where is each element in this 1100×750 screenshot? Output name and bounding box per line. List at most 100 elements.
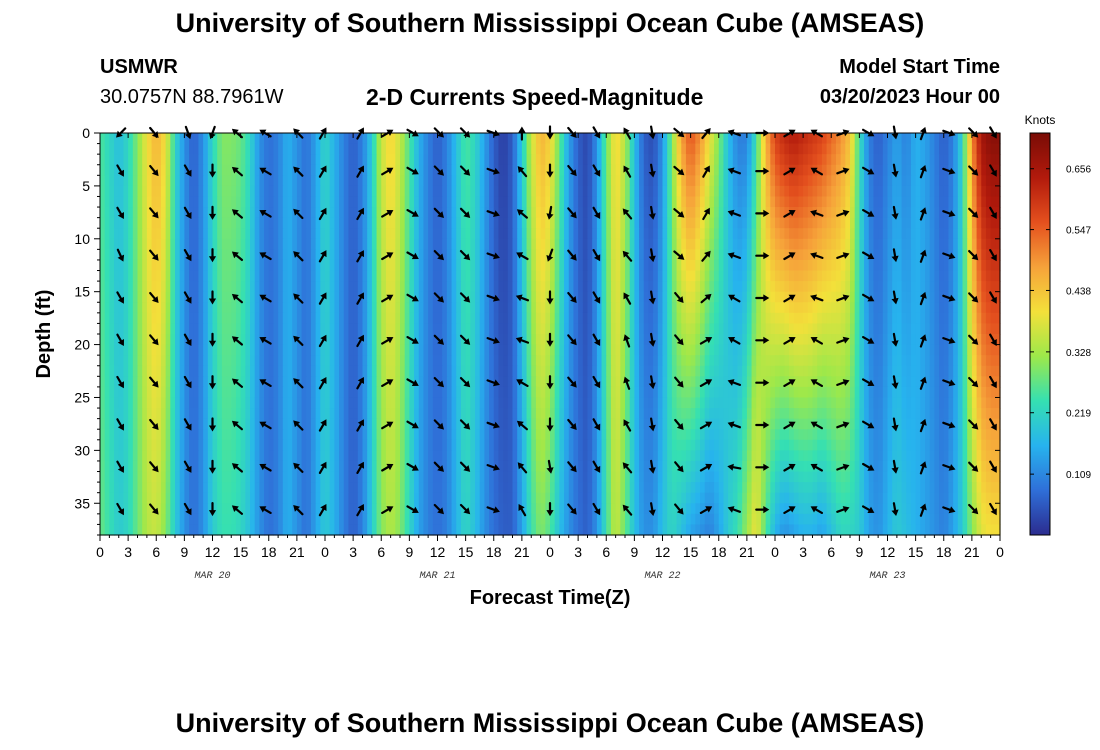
heatmap-cell	[859, 175, 865, 187]
heatmap-cell	[967, 291, 973, 303]
heatmap-cell	[915, 196, 921, 208]
heatmap-cell	[146, 196, 153, 208]
heatmap-cell	[170, 228, 176, 240]
heatmap-cell	[981, 302, 987, 314]
heatmap-cell	[250, 217, 256, 229]
heatmap-cell	[929, 133, 935, 145]
heatmap-cell	[714, 175, 720, 187]
heatmap-cell	[146, 143, 153, 155]
heatmap-cell	[385, 312, 392, 325]
heatmap-cell	[873, 185, 879, 198]
heatmap-cell	[784, 164, 790, 176]
heatmap-cell	[521, 281, 528, 293]
heatmap-cell	[357, 228, 364, 240]
heatmap-cell	[620, 386, 626, 399]
heatmap-cell	[268, 281, 275, 293]
heatmap-cell	[559, 323, 565, 335]
heatmap-cell	[671, 259, 678, 272]
heatmap-cell	[592, 259, 598, 272]
heatmap-cell	[990, 196, 996, 208]
heatmap-cell	[943, 259, 950, 272]
heatmap-cell	[268, 217, 275, 229]
heatmap-cell	[428, 376, 434, 388]
heatmap-cell	[582, 281, 589, 293]
heatmap-cell	[320, 386, 326, 399]
heatmap-cell	[531, 154, 537, 166]
heatmap-cell	[573, 312, 579, 325]
heatmap-cell	[156, 196, 162, 208]
heatmap-cell	[657, 376, 664, 388]
heatmap-cell	[423, 217, 429, 229]
heatmap-cell	[310, 259, 317, 272]
heatmap-cell	[240, 312, 246, 325]
heatmap-cell	[939, 312, 945, 325]
heatmap-cell	[854, 302, 860, 314]
heatmap-cell	[873, 312, 879, 325]
heatmap-cell	[189, 312, 195, 325]
heatmap-cell	[620, 154, 626, 166]
heatmap-cell	[620, 217, 626, 229]
heatmap-cell	[957, 259, 964, 272]
heatmap-cell	[807, 238, 814, 250]
heatmap-cell	[400, 228, 406, 240]
heatmap-cell	[540, 397, 546, 409]
heatmap-cell	[287, 196, 293, 208]
heatmap-cell	[339, 217, 345, 229]
heatmap-cell	[278, 312, 284, 325]
heatmap-cell	[118, 302, 125, 314]
heatmap-cell	[854, 196, 860, 208]
heatmap-cell	[564, 270, 570, 282]
heatmap-cell	[175, 133, 181, 145]
heatmap-cell	[334, 164, 340, 176]
heatmap-cell	[854, 397, 860, 409]
heatmap-cell	[451, 302, 457, 314]
heatmap-cell	[100, 196, 106, 208]
heatmap-cell	[306, 397, 312, 409]
heatmap-cell	[460, 154, 467, 166]
heatmap-cell	[240, 164, 246, 176]
heatmap-cell	[498, 312, 504, 325]
heatmap-cell	[156, 355, 162, 367]
heatmap-cell	[784, 270, 790, 282]
heatmap-cell	[189, 291, 195, 303]
heatmap-cell	[798, 397, 804, 409]
heatmap-cell	[357, 365, 364, 377]
heatmap-cell	[901, 344, 907, 356]
heatmap-cell	[676, 217, 682, 229]
heatmap-cell	[437, 355, 443, 367]
heatmap-cell	[217, 302, 223, 314]
heatmap-cell	[718, 365, 725, 377]
heatmap-cell	[507, 175, 514, 187]
heatmap-cell	[639, 217, 645, 229]
heatmap-cell	[179, 355, 185, 367]
heatmap-cell	[479, 154, 485, 166]
heatmap-cell	[170, 154, 176, 166]
heatmap-cell	[892, 281, 898, 293]
heatmap-cell	[864, 196, 870, 208]
heatmap-cell	[620, 196, 626, 208]
heatmap-cell	[892, 302, 898, 314]
heatmap-cell	[400, 249, 406, 261]
heatmap-cell	[985, 154, 992, 166]
heatmap-cell	[264, 291, 270, 303]
heatmap-cell	[193, 217, 200, 229]
heatmap-cell	[742, 238, 748, 250]
heatmap-cell	[798, 175, 804, 187]
heatmap-cell	[695, 228, 701, 240]
heatmap-cell	[175, 154, 181, 166]
heatmap-cell	[807, 259, 814, 272]
heatmap-cell	[671, 249, 678, 261]
heatmap-cell	[381, 196, 387, 208]
heatmap-cell	[629, 259, 635, 272]
heatmap-cell	[906, 133, 912, 145]
heatmap-cell	[226, 281, 232, 293]
heatmap-cell	[287, 365, 293, 377]
heatmap-cell	[259, 344, 265, 356]
heatmap-cell	[568, 175, 575, 187]
heatmap-cell	[821, 175, 828, 187]
heatmap-cell	[146, 217, 153, 229]
heatmap-cell	[278, 175, 284, 187]
heatmap-cell	[643, 133, 650, 145]
heatmap-cell	[521, 185, 528, 198]
heatmap-cell	[732, 143, 739, 155]
